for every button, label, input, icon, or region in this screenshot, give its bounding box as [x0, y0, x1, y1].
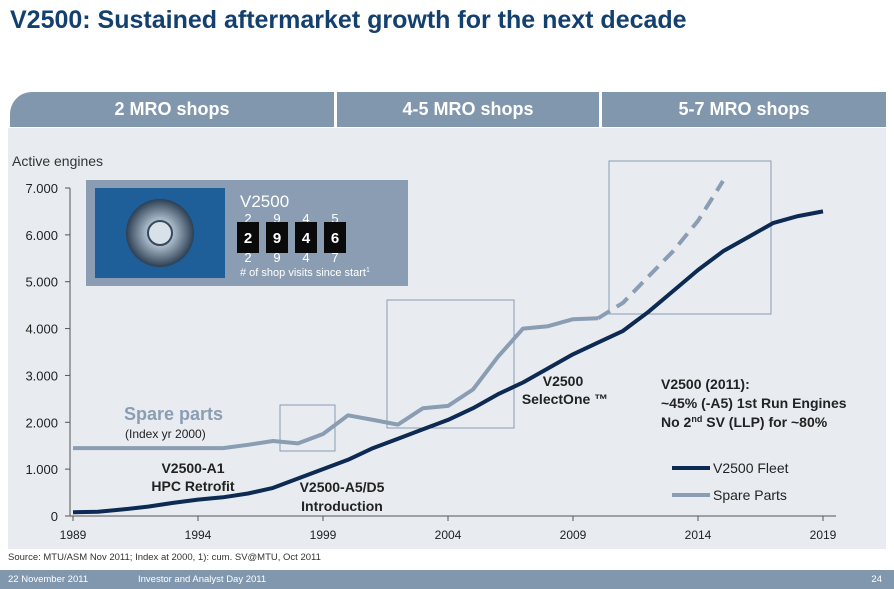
footer-event: Investor and Analyst Day 2011	[138, 574, 267, 585]
y-tick-label: 0	[51, 509, 58, 524]
counter-digit-box	[266, 222, 288, 253]
x-tick-label: 1989	[60, 528, 87, 542]
legend: V2500 Fleet Spare Parts	[672, 460, 789, 503]
source-note: Source: MTU/ASM Nov 2011; Index at 2000,…	[8, 552, 321, 563]
footer-bar: 22 November 2011 Investor and Analyst Da…	[0, 570, 894, 589]
counter-digit: 9	[273, 230, 281, 247]
highlight-box-2004	[386, 299, 515, 429]
legend-label-spare: Spare Parts	[713, 487, 787, 503]
counter-digit-faded: 7	[331, 250, 338, 265]
a5-annotation-line1: V2500-A5/D5	[300, 479, 385, 495]
series-line-1	[73, 316, 599, 451]
counter-digit: 2	[244, 230, 252, 247]
page-title: V2500: Sustained aftermarket growth for …	[10, 6, 687, 34]
fact-line-3: No 2nd SV (LLP) for ~80%	[661, 414, 828, 430]
counter-digit-faded: 2	[244, 250, 251, 265]
highlight-box-1999	[279, 404, 336, 452]
y-tick-label: 3.000	[25, 368, 58, 383]
inset-caption: # of shop visits since start1	[240, 267, 370, 279]
y-tick-label: 6.000	[25, 228, 58, 243]
counter-digit-box	[237, 222, 259, 253]
spare-parts-title: Spare parts	[124, 404, 223, 424]
spare-parts-subtitle: (Index yr 2000)	[125, 427, 206, 441]
y-tick-label: 1.000	[25, 462, 58, 477]
banner-phase-2: 4-5 MRO shops	[337, 92, 599, 127]
fact-line-2: ~45% (-A5) 1st Run Engines	[661, 395, 847, 411]
counter-digit-faded: 5	[331, 211, 338, 226]
y-tick-label: 4.000	[25, 322, 58, 337]
counter-digit-box	[295, 222, 317, 253]
legend-label-fleet: V2500 Fleet	[713, 460, 789, 476]
banner-phase-3: 5-7 MRO shops	[602, 92, 886, 127]
x-tick-label: 1994	[185, 528, 212, 542]
x-tick-label: 2004	[435, 528, 462, 542]
selectone-annotation-line1: V2500	[543, 373, 584, 389]
footer-page-number: 24	[871, 574, 882, 585]
x-tick-label: 2014	[685, 528, 712, 542]
y-tick-label: 2.000	[25, 415, 58, 430]
a1-annotation-line1: V2500-A1	[161, 460, 224, 476]
counter-digit: 6	[331, 230, 339, 247]
counter-digit-faded: 4	[302, 250, 309, 265]
series-line-0	[72, 209, 824, 515]
banner-phase-1: 2 MRO shops	[10, 92, 334, 127]
a1-annotation-line2: HPC Retrofit	[151, 478, 235, 494]
counter-digit: 4	[302, 230, 311, 247]
counter-digit-faded: 2	[244, 211, 251, 226]
counter-digit-faded: 9	[273, 211, 280, 226]
counter-digit-box	[324, 222, 346, 253]
fact-line-1: V2500 (2011):	[661, 376, 750, 392]
shop-visit-inset: V2500 2 9 4 5 2 9 4 6 2 9 4 7 # of shop visits sinc…	[86, 180, 408, 286]
y-tick-label: 5.000	[25, 275, 58, 290]
y-axis-label: Active engines	[12, 153, 103, 169]
inset-label: V2500	[240, 192, 289, 211]
counter-digit-faded: 9	[273, 250, 280, 265]
highlight-box-2012	[608, 160, 772, 315]
x-tick-label: 1999	[310, 528, 337, 542]
counter-digit-faded: 4	[302, 211, 309, 226]
x-tick-label: 2019	[810, 528, 837, 542]
selectone-annotation-line2: SelectOne ™	[522, 391, 608, 407]
y-tick-label: 7.000	[25, 181, 58, 196]
engine-hub-icon	[147, 220, 173, 246]
footer-date: 22 November 2011	[8, 574, 89, 585]
a5-annotation-line2: Introduction	[301, 498, 383, 514]
x-tick-label: 2009	[560, 528, 587, 542]
series-line-2	[596, 179, 725, 320]
